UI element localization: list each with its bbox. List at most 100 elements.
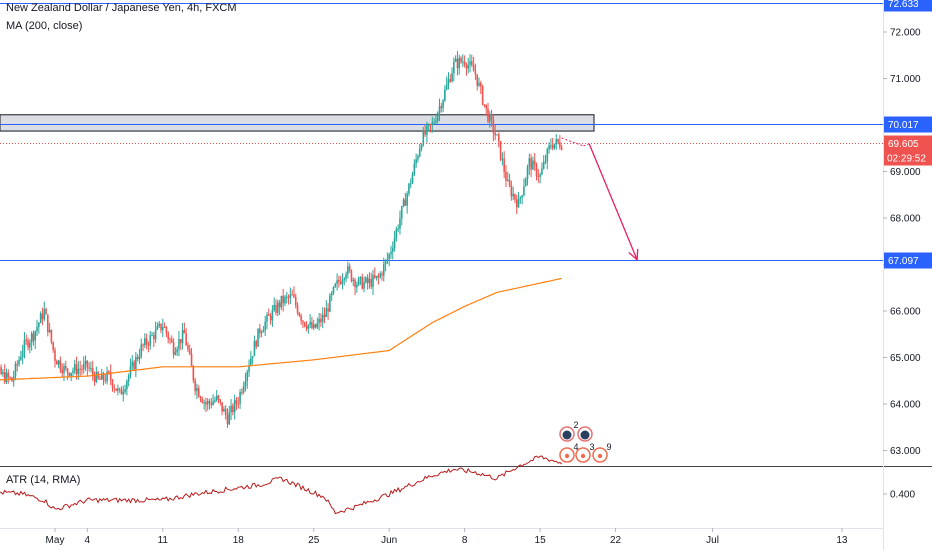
- candle-body: [278, 302, 281, 308]
- candle-body: [111, 380, 114, 388]
- candle-body: [323, 314, 326, 317]
- candle-body: [539, 174, 541, 177]
- candle-body: [3, 372, 6, 383]
- candle-body: [91, 368, 94, 375]
- candle-body: [320, 318, 322, 323]
- candle-body: [354, 279, 356, 288]
- candle-body: [73, 364, 76, 371]
- candle-body: [499, 141, 502, 160]
- candle-body: [451, 73, 453, 82]
- candle-body: [386, 259, 389, 261]
- candle-body: [467, 64, 470, 69]
- candle-body: [199, 396, 202, 400]
- price-tick-label: 71.000: [890, 74, 921, 85]
- event-icon: [564, 453, 570, 459]
- candle-body: [25, 339, 28, 341]
- candle-body: [201, 399, 204, 403]
- candle-body: [406, 193, 408, 206]
- candle-body: [239, 391, 241, 404]
- candle-body: [156, 326, 159, 330]
- candle-body: [314, 324, 317, 328]
- candle-body: [187, 345, 189, 350]
- candle-body: [144, 338, 146, 346]
- price-tick-label: 63.000: [890, 446, 921, 457]
- candle-body: [241, 391, 243, 393]
- event-markers: 2 4 3 9: [559, 420, 612, 463]
- candle-body: [402, 199, 405, 207]
- projection-dotted-line: [561, 137, 584, 147]
- candle-body: [532, 160, 534, 170]
- candle-body: [192, 365, 195, 381]
- candle-body: [38, 323, 40, 328]
- time-tick-label: 22: [610, 535, 622, 546]
- candle-body: [557, 139, 559, 143]
- candle-body: [316, 323, 319, 328]
- candle-body: [215, 395, 218, 401]
- atr-line: [0, 455, 563, 515]
- candle-body: [544, 161, 547, 163]
- candle-body: [553, 143, 556, 149]
- time-tick-label: 18: [233, 535, 245, 546]
- time-tick-label: 15: [535, 535, 547, 546]
- candle-body: [185, 333, 187, 346]
- symbol-legend: New Zealand Dollar / Japanese Yen, 4h, F…: [6, 2, 237, 14]
- price-tick-label: 64.000: [890, 400, 921, 411]
- candle-body: [379, 273, 381, 278]
- projection-arrowhead: [628, 248, 639, 262]
- candle-body: [291, 294, 293, 296]
- candle-body: [136, 356, 139, 359]
- candle-body: [117, 388, 119, 391]
- candle-body: [197, 388, 200, 397]
- candle-body: [427, 124, 430, 126]
- candle-body: [45, 308, 47, 315]
- candle-body: [63, 366, 65, 374]
- candle-body: [47, 314, 49, 332]
- candle-body: [334, 283, 337, 287]
- candle-body: [390, 251, 392, 255]
- candle-body: [133, 361, 135, 370]
- time-tick-label: 25: [308, 535, 320, 546]
- candle-body: [95, 372, 98, 382]
- candle-body: [474, 71, 477, 75]
- candle-body: [223, 408, 225, 412]
- candle-body: [174, 352, 177, 355]
- candle-body: [471, 61, 473, 66]
- candle-body: [449, 79, 452, 82]
- candle-body: [16, 363, 19, 365]
- price-tick-label: 69.000: [890, 167, 921, 178]
- candle-body: [321, 314, 324, 323]
- candle-body: [318, 318, 320, 324]
- candle-body: [196, 388, 198, 392]
- candle-body: [329, 295, 331, 312]
- candle-body: [248, 365, 250, 372]
- candle-body: [523, 186, 525, 196]
- candle-body: [433, 122, 435, 124]
- candle-body: [30, 333, 33, 343]
- event-count: 4: [573, 442, 578, 452]
- candle-body: [375, 275, 378, 278]
- candle-body: [167, 333, 169, 340]
- candle-body: [271, 309, 274, 321]
- candle-body: [487, 108, 489, 122]
- ma-legend: MA (200, close): [6, 20, 83, 32]
- candle-body: [497, 134, 500, 142]
- candle-body: [348, 266, 351, 271]
- candle-body: [431, 122, 434, 126]
- candle-body: [460, 58, 462, 62]
- event-count: 2: [573, 420, 578, 430]
- candle-body: [339, 281, 342, 284]
- candle-body: [442, 100, 444, 109]
- candle-body: [377, 275, 380, 278]
- candle-body: [34, 331, 37, 341]
- candle-body: [253, 341, 256, 357]
- candle-body: [447, 79, 450, 85]
- candle-body: [505, 171, 507, 181]
- candle-body: [424, 130, 426, 135]
- candle-body: [154, 329, 157, 340]
- candle-body: [162, 326, 164, 331]
- candle-body: [268, 314, 270, 316]
- candle-body: [36, 327, 38, 332]
- candle-body: [282, 295, 284, 304]
- candle-body: [18, 359, 20, 365]
